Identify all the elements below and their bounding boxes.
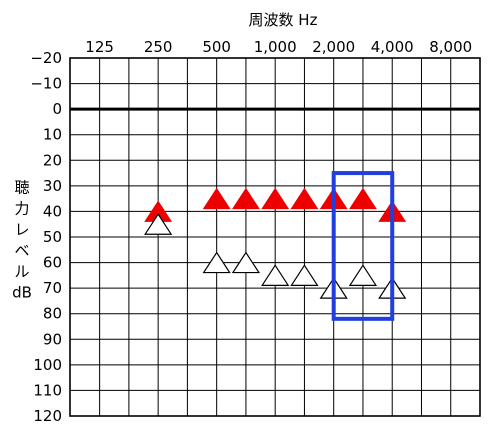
y-tick-label: 70 (43, 279, 62, 297)
filled-triangle-point (290, 187, 319, 210)
series-group (144, 187, 407, 299)
open-triangle-point (290, 264, 319, 286)
open-triangle-point (231, 251, 261, 274)
y-tick-label: 10 (43, 126, 62, 144)
y-tick-label: 60 (43, 254, 62, 272)
chart-title: 周波数 Hz (249, 11, 318, 29)
y-tick-label: −20 (30, 49, 62, 67)
y-tick-label: 0 (52, 100, 62, 118)
x-tick-label: 250 (144, 38, 173, 56)
open-triangle-point (144, 213, 173, 235)
y-axis-title: 聴力レベル dB (12, 179, 32, 302)
y-tick-label: −10 (30, 75, 62, 93)
highlight-group (331, 171, 395, 321)
x-tick-label: 8,000 (429, 38, 472, 56)
y-tick-label: 50 (43, 228, 62, 246)
y-tick-label: 100 (33, 356, 62, 374)
open-triangle-point (202, 251, 231, 274)
y-tick-label: 30 (43, 177, 62, 195)
filled-triangle-point (261, 187, 290, 210)
y-tick-label: 120 (33, 407, 62, 425)
grid (69, 57, 481, 417)
y-tick-labels: −20 −10 0 10 20 30 40 50 60 70 80 90 100 110 120 (30, 49, 62, 425)
filled-triangle-point (349, 187, 377, 210)
x-tick-label: 500 (202, 38, 231, 56)
y-tick-label: 20 (43, 151, 62, 169)
x-tick-label: 1,000 (254, 38, 297, 56)
open-triangle-point (261, 264, 290, 286)
y-tick-label: 40 (43, 202, 62, 220)
y-tick-label: 110 (33, 381, 62, 399)
x-tick-labels: 125 250 500 1,000 2,000 4,000 8,000 (85, 38, 472, 56)
x-tick-label: 4,000 (371, 38, 414, 56)
filled-triangle-point (202, 187, 231, 210)
x-tick-label: 2,000 (312, 38, 355, 56)
filled-triangle-point (231, 187, 260, 210)
open-triangle-point (348, 264, 378, 286)
y-tick-label: 80 (43, 305, 62, 323)
x-tick-label: 125 (85, 38, 114, 56)
y-tick-label: 90 (43, 330, 62, 348)
highlight-box (331, 171, 395, 321)
